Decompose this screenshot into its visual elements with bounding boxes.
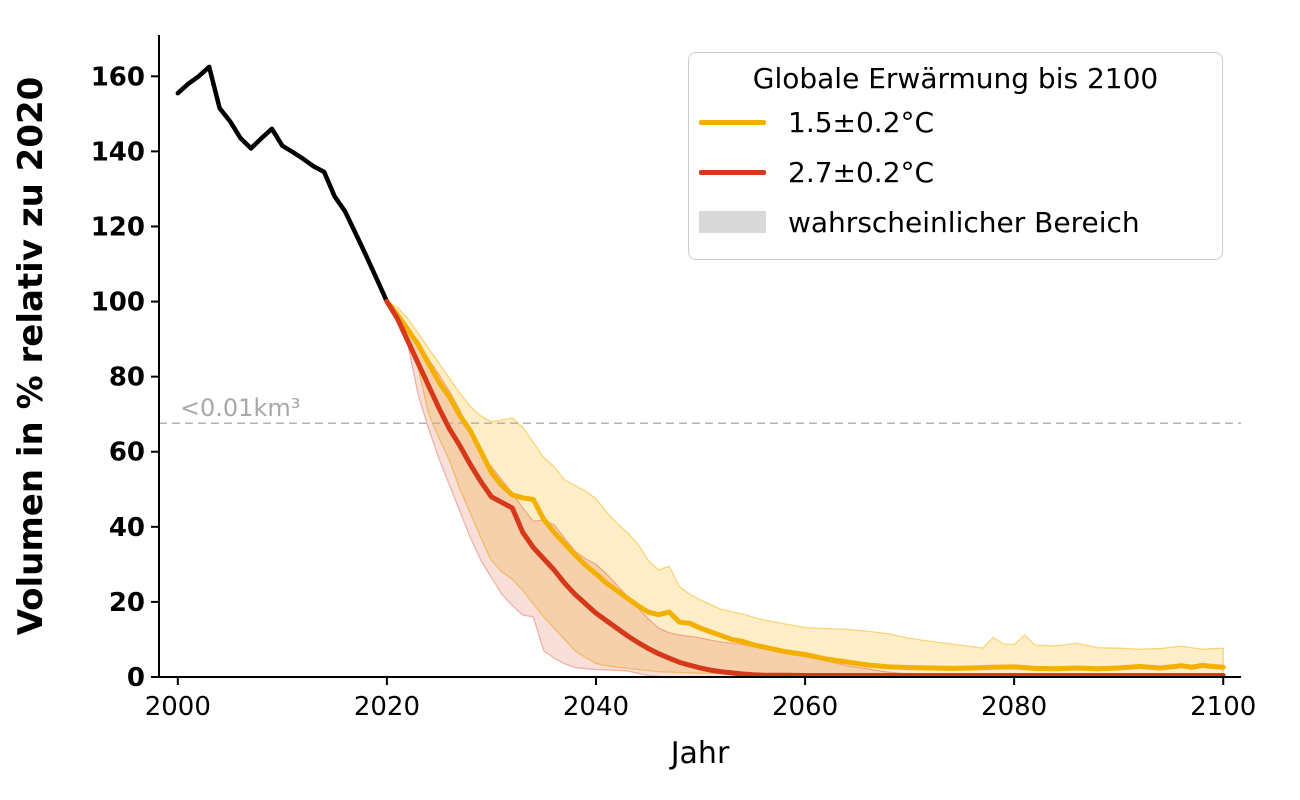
- y-tick-label: 40: [109, 513, 145, 543]
- x-axis-label: Jahr: [669, 736, 730, 771]
- x-tick-label: 2060: [772, 692, 838, 722]
- y-tick-label: 60: [109, 438, 145, 468]
- band-1p5: [386, 300, 1224, 675]
- series-line-warming-2p7: [384, 299, 1226, 678]
- legend-title: Globale Erwärmung bis 2100: [752, 62, 1159, 95]
- legend-label-1p5: 1.5±0.2°C: [788, 105, 935, 139]
- x-tick-label: 2080: [981, 692, 1047, 722]
- y-tick-label: 160: [91, 62, 145, 92]
- y-tick-label: 0: [127, 663, 145, 693]
- x-tick-label: 2020: [354, 692, 420, 722]
- y-tick-label: 80: [109, 363, 145, 393]
- threshold-label: <0.01km³: [180, 394, 300, 422]
- y-tick-label: 120: [91, 212, 145, 242]
- legend-label-likely-range: wahrscheinlicher Bereich: [788, 205, 1140, 239]
- legend-label-2p7: 2.7±0.2°C: [788, 155, 935, 189]
- legend-line-swatch-1p5: [699, 119, 766, 125]
- legend: Globale Erwärmung bis 2100 1.5±0.2°C 2.7…: [688, 52, 1223, 260]
- x-tick-label: 2040: [563, 692, 629, 722]
- legend-item-2p7: 2.7±0.2°C: [689, 147, 1222, 197]
- y-axis-label: Volumen in % relativ zu 2020: [11, 77, 51, 636]
- x-tick-label: 2000: [145, 692, 211, 722]
- legend-item-1p5: 1.5±0.2°C: [689, 97, 1222, 147]
- y-tick-label: 140: [91, 137, 145, 167]
- legend-item-likely-range: wahrscheinlicher Bereich: [689, 197, 1222, 247]
- y-tick-label: 20: [109, 588, 145, 618]
- y-tick-label: 100: [91, 288, 145, 318]
- series-line-historical: [175, 64, 390, 304]
- legend-line-swatch-2p7: [699, 169, 766, 175]
- legend-patch-swatch-likely-range: [699, 211, 766, 233]
- series-line-warming-1p5: [384, 299, 1226, 672]
- x-tick-label: 2100: [1190, 692, 1256, 722]
